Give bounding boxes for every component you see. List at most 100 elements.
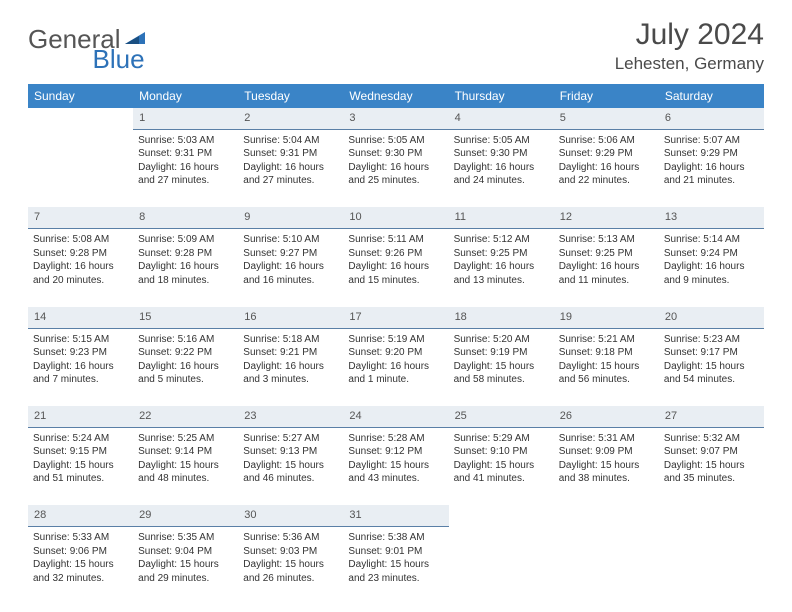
day-day1: Daylight: 15 hours [348, 459, 443, 473]
day-sunrise: Sunrise: 5:11 AM [348, 233, 443, 247]
day-row: Sunrise: 5:33 AMSunset: 9:06 PMDaylight:… [28, 527, 764, 605]
day-day2: and 54 minutes. [664, 373, 759, 387]
day-day1: Daylight: 15 hours [243, 558, 338, 572]
daynum-row: 78910111213 [28, 207, 764, 228]
day-number: 23 [238, 406, 343, 427]
day-sunrise: Sunrise: 5:05 AM [348, 134, 443, 148]
day-day2: and 21 minutes. [664, 174, 759, 188]
day-cell: Sunrise: 5:33 AMSunset: 9:06 PMDaylight:… [28, 527, 133, 605]
day-day2: and 38 minutes. [559, 472, 654, 486]
weekday-header: Friday [554, 84, 659, 108]
day-number: 12 [554, 207, 659, 228]
day-number: 22 [133, 406, 238, 427]
day-number: 29 [133, 505, 238, 526]
day-sunset: Sunset: 9:23 PM [33, 346, 128, 360]
day-number: 17 [343, 307, 448, 328]
day-number: 4 [449, 108, 554, 129]
day-day2: and 18 minutes. [138, 274, 233, 288]
day-cell: Sunrise: 5:07 AMSunset: 9:29 PMDaylight:… [659, 129, 764, 207]
day-day2: and 46 minutes. [243, 472, 338, 486]
day-sunrise: Sunrise: 5:16 AM [138, 333, 233, 347]
day-sunrise: Sunrise: 5:31 AM [559, 432, 654, 446]
day-sunset: Sunset: 9:19 PM [454, 346, 549, 360]
day-cell: Sunrise: 5:35 AMSunset: 9:04 PMDaylight:… [133, 527, 238, 605]
day-day1: Daylight: 16 hours [348, 260, 443, 274]
day-day2: and 13 minutes. [454, 274, 549, 288]
day-day2: and 9 minutes. [664, 274, 759, 288]
day-sunset: Sunset: 9:26 PM [348, 247, 443, 261]
day-row: Sunrise: 5:24 AMSunset: 9:15 PMDaylight:… [28, 427, 764, 505]
day-day2: and 23 minutes. [348, 572, 443, 586]
day-sunrise: Sunrise: 5:25 AM [138, 432, 233, 446]
day-day1: Daylight: 16 hours [454, 161, 549, 175]
day-cell: Sunrise: 5:03 AMSunset: 9:31 PMDaylight:… [133, 129, 238, 207]
day-number: 25 [449, 406, 554, 427]
day-cell: Sunrise: 5:11 AMSunset: 9:26 PMDaylight:… [343, 229, 448, 307]
day-sunrise: Sunrise: 5:35 AM [138, 531, 233, 545]
day-day2: and 24 minutes. [454, 174, 549, 188]
day-number: 3 [343, 108, 448, 129]
day-sunset: Sunset: 9:18 PM [559, 346, 654, 360]
day-day1: Daylight: 15 hours [664, 459, 759, 473]
day-day2: and 11 minutes. [559, 274, 654, 288]
day-number: 6 [659, 108, 764, 129]
day-row: Sunrise: 5:03 AMSunset: 9:31 PMDaylight:… [28, 129, 764, 207]
day-cell: Sunrise: 5:20 AMSunset: 9:19 PMDaylight:… [449, 328, 554, 406]
day-sunrise: Sunrise: 5:15 AM [33, 333, 128, 347]
day-number: 31 [343, 505, 448, 526]
day-sunset: Sunset: 9:28 PM [138, 247, 233, 261]
day-number: 18 [449, 307, 554, 328]
day-day1: Daylight: 15 hours [33, 558, 128, 572]
day-day1: Daylight: 16 hours [138, 161, 233, 175]
day-day1: Daylight: 16 hours [559, 161, 654, 175]
day-cell: Sunrise: 5:32 AMSunset: 9:07 PMDaylight:… [659, 427, 764, 505]
day-day2: and 56 minutes. [559, 373, 654, 387]
day-cell: Sunrise: 5:31 AMSunset: 9:09 PMDaylight:… [554, 427, 659, 505]
day-number: 30 [238, 505, 343, 526]
day-day2: and 5 minutes. [138, 373, 233, 387]
day-number: 2 [238, 108, 343, 129]
day-cell: Sunrise: 5:09 AMSunset: 9:28 PMDaylight:… [133, 229, 238, 307]
day-day2: and 22 minutes. [559, 174, 654, 188]
day-day2: and 1 minute. [348, 373, 443, 387]
day-sunset: Sunset: 9:30 PM [454, 147, 549, 161]
day-day1: Daylight: 15 hours [559, 360, 654, 374]
day-sunset: Sunset: 9:29 PM [559, 147, 654, 161]
day-sunset: Sunset: 9:31 PM [138, 147, 233, 161]
day-cell: Sunrise: 5:04 AMSunset: 9:31 PMDaylight:… [238, 129, 343, 207]
month-title: July 2024 [615, 18, 764, 52]
day-sunset: Sunset: 9:12 PM [348, 445, 443, 459]
day-sunset: Sunset: 9:31 PM [243, 147, 338, 161]
day-day1: Daylight: 15 hours [138, 459, 233, 473]
day-sunrise: Sunrise: 5:24 AM [33, 432, 128, 446]
day-day2: and 3 minutes. [243, 373, 338, 387]
day-cell: Sunrise: 5:08 AMSunset: 9:28 PMDaylight:… [28, 229, 133, 307]
day-day1: Daylight: 16 hours [138, 360, 233, 374]
day-sunset: Sunset: 9:07 PM [664, 445, 759, 459]
weekday-header: Thursday [449, 84, 554, 108]
day-number: 19 [554, 307, 659, 328]
day-cell: Sunrise: 5:05 AMSunset: 9:30 PMDaylight:… [343, 129, 448, 207]
logo-word2: Blue [93, 44, 145, 75]
day-cell: Sunrise: 5:10 AMSunset: 9:27 PMDaylight:… [238, 229, 343, 307]
day-number: 13 [659, 207, 764, 228]
day-cell: Sunrise: 5:05 AMSunset: 9:30 PMDaylight:… [449, 129, 554, 207]
day-day2: and 26 minutes. [243, 572, 338, 586]
day-day2: and 51 minutes. [33, 472, 128, 486]
day-day1: Daylight: 15 hours [243, 459, 338, 473]
day-cell: Sunrise: 5:23 AMSunset: 9:17 PMDaylight:… [659, 328, 764, 406]
day-number: 26 [554, 406, 659, 427]
day-number: 28 [28, 505, 133, 526]
day-sunrise: Sunrise: 5:32 AM [664, 432, 759, 446]
day-sunrise: Sunrise: 5:38 AM [348, 531, 443, 545]
day-day2: and 27 minutes. [138, 174, 233, 188]
day-sunrise: Sunrise: 5:13 AM [559, 233, 654, 247]
day-sunset: Sunset: 9:03 PM [243, 545, 338, 559]
day-day1: Daylight: 16 hours [664, 260, 759, 274]
day-number: 16 [238, 307, 343, 328]
day-sunset: Sunset: 9:25 PM [454, 247, 549, 261]
day-day1: Daylight: 16 hours [559, 260, 654, 274]
day-sunrise: Sunrise: 5:08 AM [33, 233, 128, 247]
day-day1: Daylight: 16 hours [348, 360, 443, 374]
day-sunset: Sunset: 9:30 PM [348, 147, 443, 161]
